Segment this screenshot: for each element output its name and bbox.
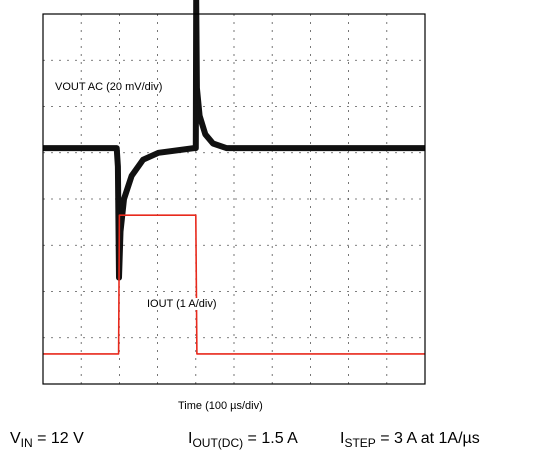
iout-trace	[43, 214, 425, 355]
grid	[43, 14, 425, 384]
iout-dc-condition: IOUT(DC) = 1.5 A	[188, 430, 298, 450]
iout-trace-label: IOUT (1 A/div)	[146, 298, 218, 310]
time-axis-label: Time (100 µs/div)	[178, 400, 263, 412]
traces	[43, 0, 425, 355]
vout-trace-label: VOUT AC (20 mV/div)	[54, 81, 164, 93]
vout-noise-band	[43, 0, 425, 281]
vout-trace	[43, 0, 425, 279]
plot-frame	[42, 13, 426, 385]
istep-condition: ISTEP = 3 A at 1A/µs	[340, 430, 480, 450]
vin-condition: VIN = 12 V	[10, 430, 84, 450]
